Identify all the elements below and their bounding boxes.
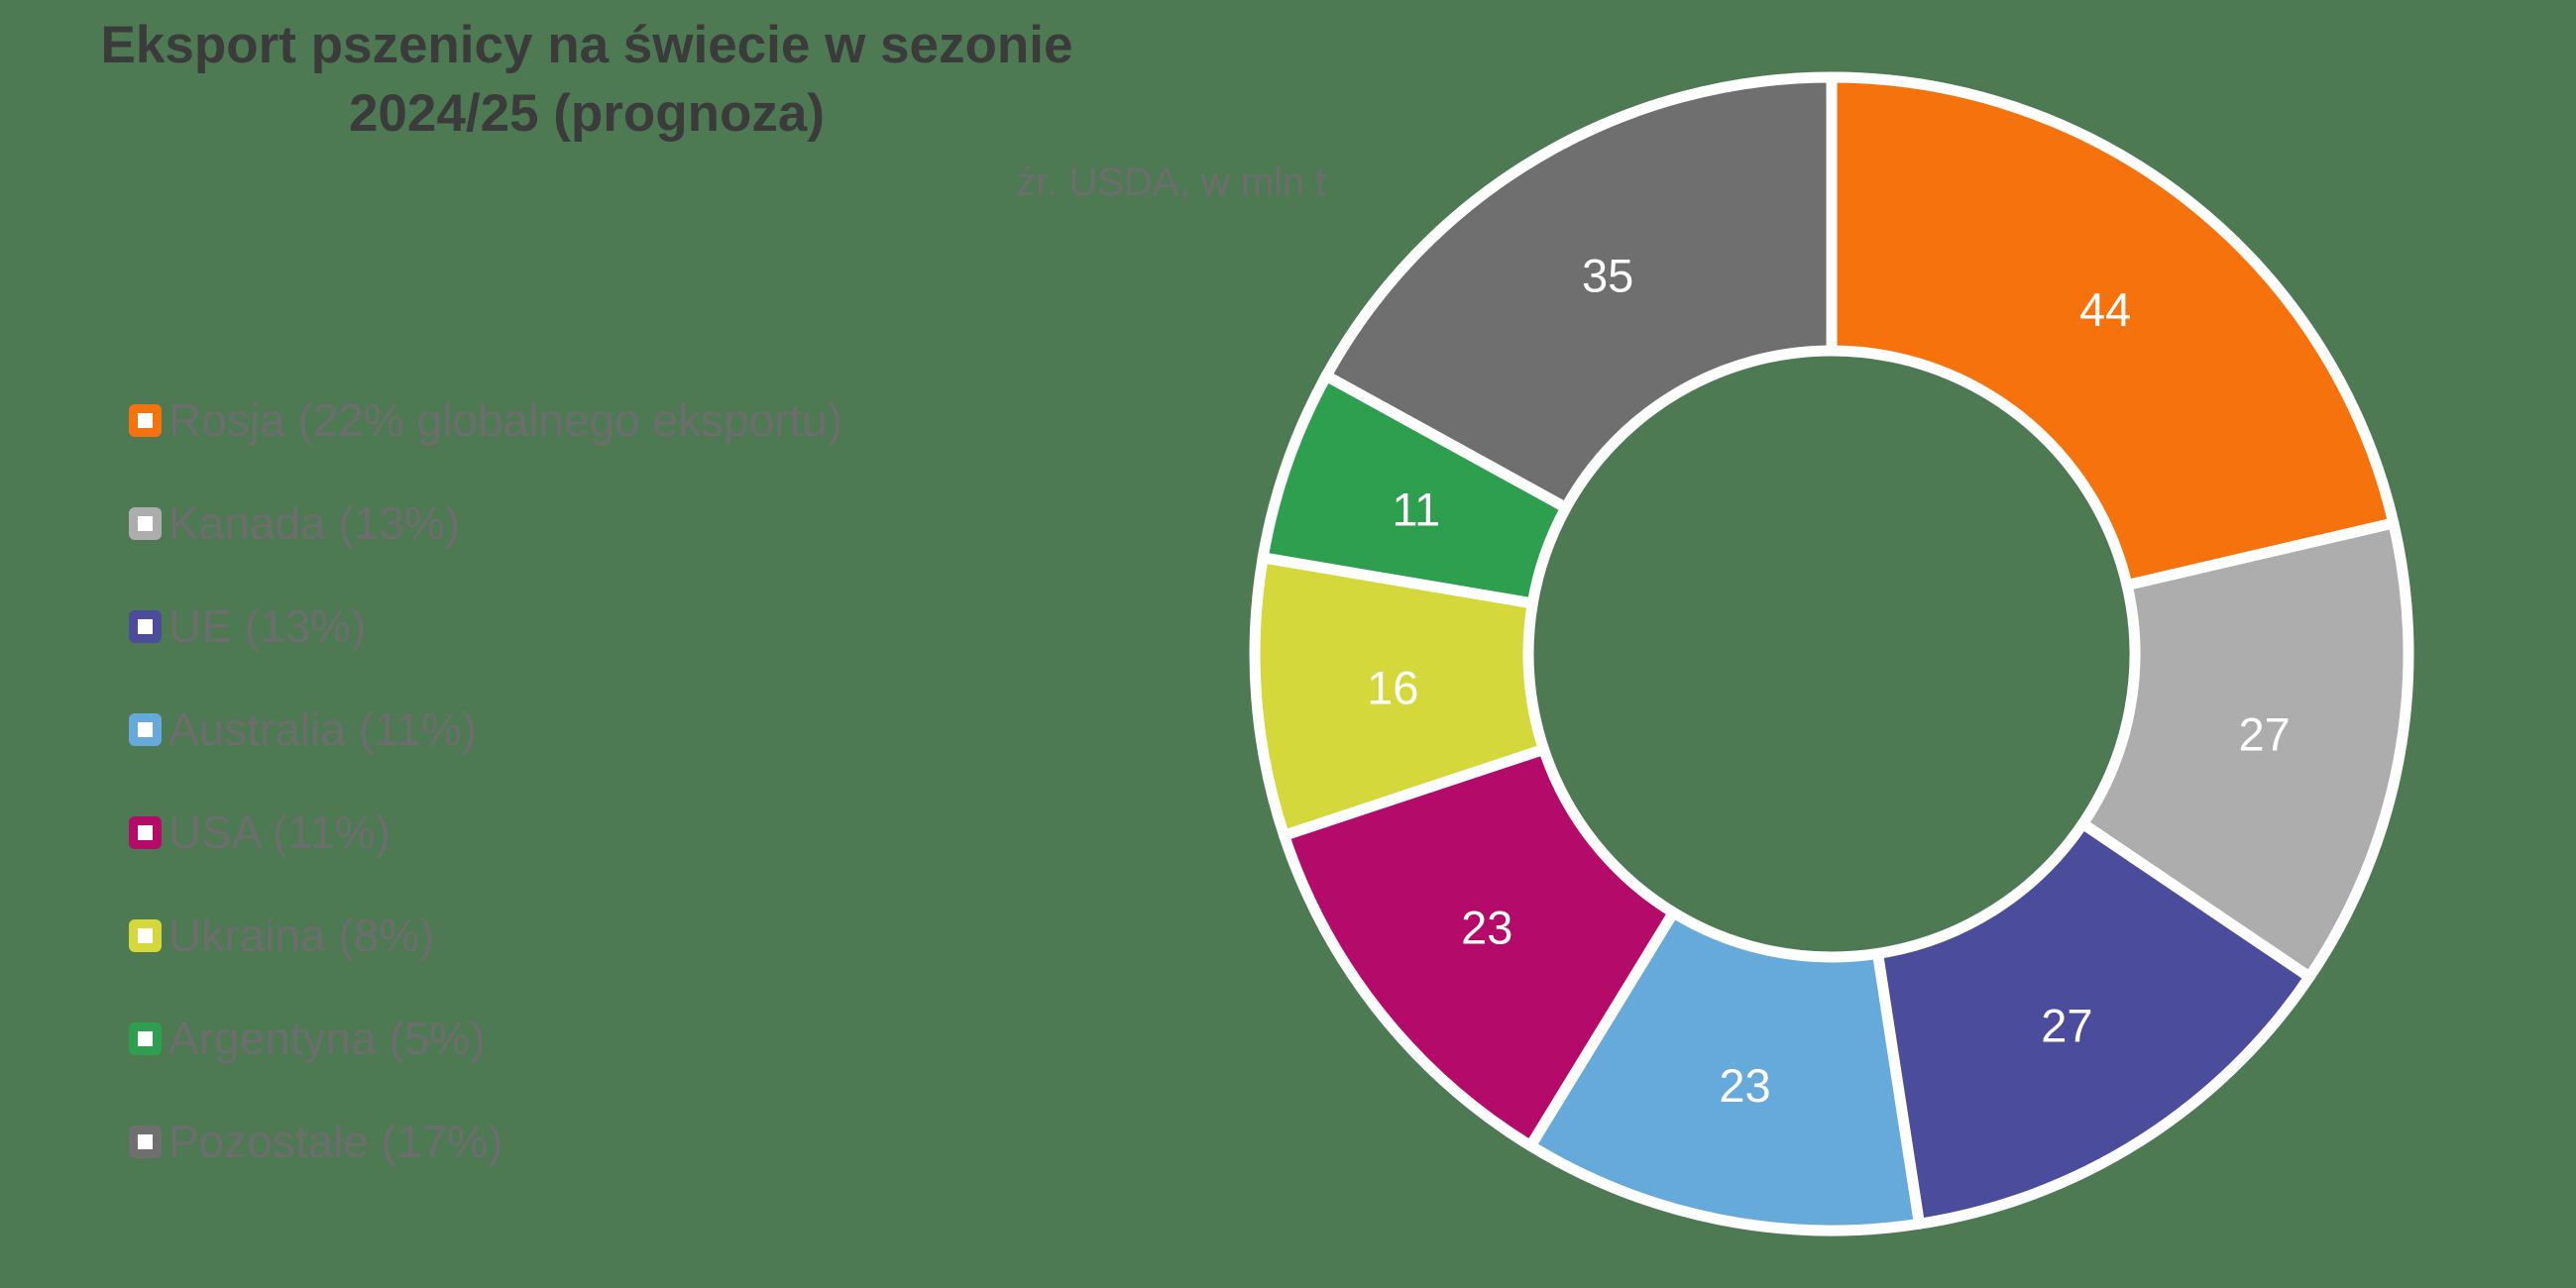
slice-value-label-usa: 23 — [1461, 902, 1512, 954]
legend-item-kanada: Kanada (13%) — [129, 472, 842, 575]
donut-slice-pozostale — [1320, 71, 1838, 513]
slice-value-label-argentyna: 11 — [1392, 483, 1440, 535]
slice-value-label-ukraina: 16 — [1367, 661, 1418, 713]
legend-item-ukraina: Ukraina (8%) — [129, 884, 842, 987]
chart-title-line1: Eksport pszenicy na świecie w sezonie — [100, 16, 1073, 74]
legend-label-ue: UE (13%) — [168, 600, 367, 652]
legend-label-usa: USA (11%) — [168, 806, 392, 858]
legend-marker-rosja-icon — [129, 403, 162, 437]
donut-slice-ue — [1871, 817, 2315, 1230]
legend-marker-usa-icon — [129, 815, 162, 849]
legend-label-kanada: Kanada (13%) — [168, 497, 461, 549]
legend-item-australia: Australia (11%) — [129, 678, 842, 781]
legend-marker-ue-icon — [129, 609, 162, 643]
legend-label-rosja: Rosja (22% globalnego eksportu) — [168, 394, 843, 446]
donut-slice-rosja — [1826, 71, 2400, 591]
slice-value-label-kanada: 27 — [2238, 707, 2290, 760]
legend-label-ukraina: Ukraina (8%) — [168, 910, 435, 961]
legend-label-argentyna: Argentyna (5%) — [168, 1013, 486, 1064]
legend-item-usa: USA (11%) — [129, 781, 842, 884]
legend-marker-argentyna-icon — [129, 1021, 162, 1055]
donut-slice-kanada — [2076, 517, 2414, 983]
legend-item-pozostale: Pozostałe (17%) — [129, 1090, 842, 1193]
legend-marker-australia-icon — [129, 712, 162, 746]
slice-value-label-australia: 23 — [1719, 1059, 1770, 1112]
legend-label-pozostale: Pozostałe (17%) — [168, 1116, 504, 1167]
slice-value-label-pozostale: 35 — [1582, 249, 1633, 301]
slice-value-label-ue: 27 — [2041, 1000, 2092, 1052]
donut-slice-usa — [1279, 743, 1679, 1151]
chart-title: Eksport pszenicy na świecie w sezonie 20… — [12, 12, 1162, 149]
legend-item-rosja: Rosja (22% globalnego eksportu) — [129, 369, 842, 472]
donut-chart: 44 27 27 23 23 16 11 35 — [1249, 71, 2414, 1236]
legend-marker-pozostale-icon — [129, 1125, 162, 1158]
legend: Rosja (22% globalnego eksportu) Kanada (1… — [129, 369, 842, 1193]
chart-subtitle: źr. USDA, w mln t — [1016, 161, 1327, 204]
legend-item-ue: UE (13%) — [129, 575, 842, 678]
legend-label-australia: Australia (11%) — [168, 703, 478, 755]
legend-item-argentyna: Argentyna (5%) — [129, 987, 842, 1090]
legend-marker-ukraina-icon — [129, 918, 162, 952]
slice-value-label-rosja: 44 — [2079, 283, 2131, 336]
chart-title-line2: 2024/25 (prognoza) — [348, 83, 826, 143]
legend-marker-kanada-icon — [129, 506, 162, 540]
